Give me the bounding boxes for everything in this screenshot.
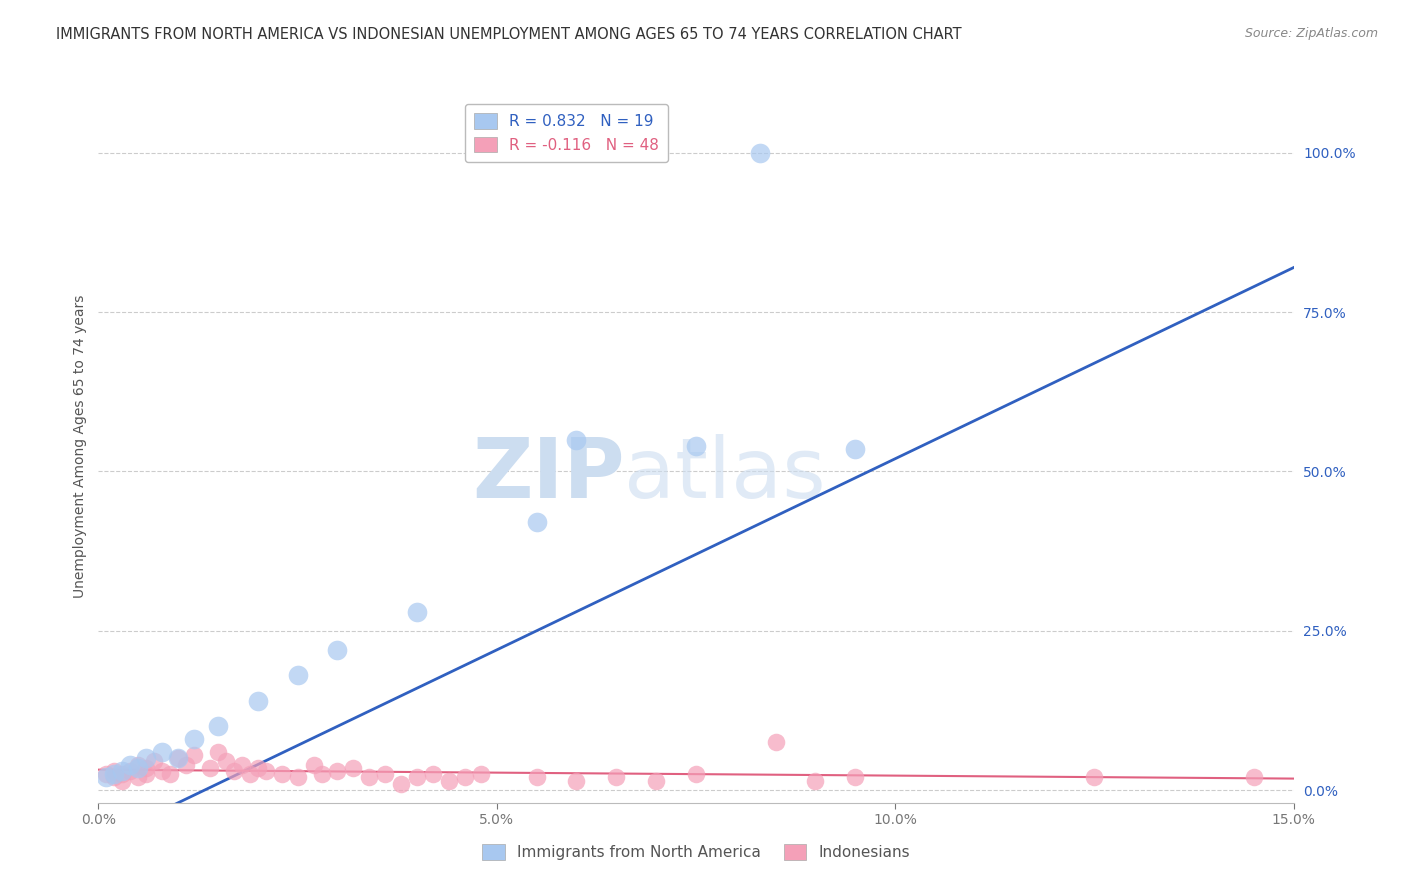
Point xyxy=(685,439,707,453)
Point xyxy=(96,767,118,781)
Point xyxy=(804,773,827,788)
Point xyxy=(167,751,190,765)
Text: atlas: atlas xyxy=(624,434,825,515)
Point xyxy=(844,770,866,784)
Point xyxy=(765,735,787,749)
Point xyxy=(135,761,157,775)
Point xyxy=(454,770,477,784)
Point xyxy=(143,755,166,769)
Point xyxy=(526,770,548,784)
Point xyxy=(246,694,269,708)
Point xyxy=(287,668,309,682)
Y-axis label: Unemployment Among Ages 65 to 74 years: Unemployment Among Ages 65 to 74 years xyxy=(73,294,87,598)
Point xyxy=(103,770,125,784)
Point xyxy=(685,767,707,781)
Text: IMMIGRANTS FROM NORTH AMERICA VS INDONESIAN UNEMPLOYMENT AMONG AGES 65 TO 74 YEA: IMMIGRANTS FROM NORTH AMERICA VS INDONES… xyxy=(56,27,962,42)
Point xyxy=(645,773,668,788)
Point xyxy=(120,757,142,772)
Point xyxy=(605,770,627,784)
Point xyxy=(183,747,205,762)
Point xyxy=(231,757,253,772)
Point xyxy=(120,764,142,778)
Point xyxy=(342,761,364,775)
Point xyxy=(150,745,173,759)
Point xyxy=(159,767,181,781)
Text: Source: ZipAtlas.com: Source: ZipAtlas.com xyxy=(1244,27,1378,40)
Point xyxy=(406,605,429,619)
Point xyxy=(198,761,221,775)
Point xyxy=(174,757,197,772)
Point xyxy=(422,767,444,781)
Point xyxy=(565,773,588,788)
Point xyxy=(359,770,381,784)
Point xyxy=(167,751,190,765)
Point xyxy=(748,145,770,160)
Point xyxy=(103,764,125,778)
Point xyxy=(287,770,309,784)
Point xyxy=(127,757,149,772)
Point xyxy=(311,767,333,781)
Point xyxy=(111,764,134,778)
Point xyxy=(135,751,157,765)
Point xyxy=(302,757,325,772)
Text: ZIP: ZIP xyxy=(472,434,624,515)
Point xyxy=(254,764,277,778)
Point xyxy=(470,767,492,781)
Point xyxy=(326,764,349,778)
Point xyxy=(389,777,412,791)
Point xyxy=(374,767,396,781)
Point xyxy=(111,773,134,788)
Point xyxy=(246,761,269,775)
Point xyxy=(270,767,292,781)
Point xyxy=(437,773,460,788)
Point xyxy=(565,433,588,447)
Point xyxy=(207,745,229,759)
Point xyxy=(526,516,548,530)
Point xyxy=(222,764,245,778)
Point xyxy=(103,767,125,781)
Point xyxy=(406,770,429,784)
Point xyxy=(96,770,118,784)
Point xyxy=(135,767,157,781)
Point xyxy=(111,767,134,781)
Point xyxy=(150,764,173,778)
Point xyxy=(183,732,205,747)
Point xyxy=(1243,770,1265,784)
Point xyxy=(215,755,238,769)
Legend: Immigrants from North America, Indonesians: Immigrants from North America, Indonesia… xyxy=(475,838,917,866)
Point xyxy=(207,719,229,733)
Point xyxy=(844,442,866,457)
Point xyxy=(127,761,149,775)
Point xyxy=(1083,770,1105,784)
Point xyxy=(127,770,149,784)
Point xyxy=(239,767,262,781)
Point xyxy=(326,643,349,657)
